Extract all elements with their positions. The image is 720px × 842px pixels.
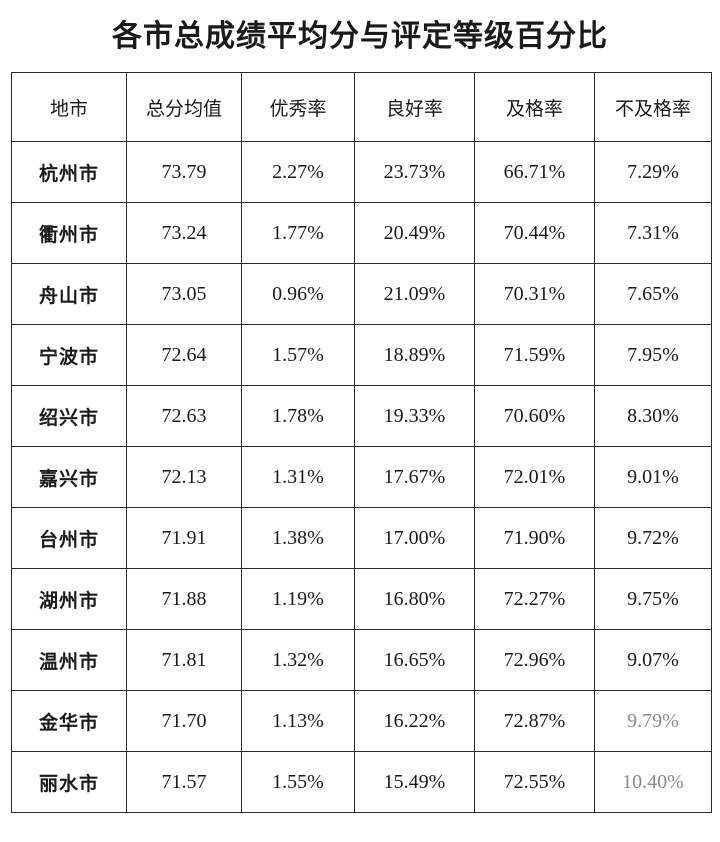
cell-city: 舟山市 [11,263,127,325]
cell-city: 衢州市 [11,202,127,264]
cell-excellent-rate: 0.96% [241,263,355,325]
cell-good-rate: 15.49% [354,751,475,813]
header-fail-rate: 不及格率 [594,72,712,142]
cell-average-score: 73.05 [126,263,242,325]
page-title: 各市总成绩平均分与评定等级百分比 [112,19,608,54]
cell-good-rate: 19.33% [354,385,475,447]
header-pass-rate: 及格率 [474,72,595,142]
cell-good-rate: 17.00% [354,507,475,569]
table-row: 金华市 71.70 1.13% 16.22% 72.87% 9.79% [11,690,712,752]
cell-average-score: 72.13 [126,446,242,508]
cell-city: 宁波市 [11,324,127,386]
table-body: 杭州市 73.79 2.27% 23.73% 66.71% 7.29% 衢州市 73.24 1.… [11,141,712,813]
cell-good-rate: 16.65% [354,629,475,691]
cell-pass-rate: 71.59% [474,324,595,386]
table-row: 温州市 71.81 1.32% 16.65% 72.96% 9.07% [11,629,712,691]
cell-pass-rate: 72.87% [474,690,595,752]
cell-fail-rate: 9.75% [594,568,712,630]
header-row: 地市 总分均值 优秀率 良好率 及格率 不及格率 [11,72,712,142]
cell-pass-rate: 70.31% [474,263,595,325]
cell-average-score: 71.70 [126,690,242,752]
table-row: 湖州市 71.88 1.19% 16.80% 72.27% 9.75% [11,568,712,630]
cell-city: 金华市 [11,690,127,752]
cell-good-rate: 18.89% [354,324,475,386]
cell-pass-rate: 70.60% [474,385,595,447]
cell-fail-rate: 7.65% [594,263,712,325]
cell-fail-rate: 9.01% [594,446,712,508]
cell-good-rate: 16.80% [354,568,475,630]
table-row: 衢州市 73.24 1.77% 20.49% 70.44% 7.31% [11,202,712,264]
cell-city: 嘉兴市 [11,446,127,508]
cell-city: 绍兴市 [11,385,127,447]
cell-city: 湖州市 [11,568,127,630]
cell-fail-rate: 7.29% [594,141,712,203]
table-row: 绍兴市 72.63 1.78% 19.33% 70.60% 8.30% [11,385,712,447]
cell-excellent-rate: 1.32% [241,629,355,691]
table-row: 宁波市 72.64 1.57% 18.89% 71.59% 7.95% [11,324,712,386]
cell-fail-rate: 7.95% [594,324,712,386]
cell-average-score: 71.81 [126,629,242,691]
cell-excellent-rate: 1.77% [241,202,355,264]
header-average-score: 总分均值 [126,72,242,142]
cell-pass-rate: 72.55% [474,751,595,813]
cell-city: 温州市 [11,629,127,691]
cell-average-score: 73.24 [126,202,242,264]
cell-average-score: 71.57 [126,751,242,813]
table-row: 嘉兴市 72.13 1.31% 17.67% 72.01% 9.01% [11,446,712,508]
cell-good-rate: 16.22% [354,690,475,752]
cell-excellent-rate: 1.13% [241,690,355,752]
cell-excellent-rate: 1.57% [241,324,355,386]
table-row: 杭州市 73.79 2.27% 23.73% 66.71% 7.29% [11,141,712,203]
cell-pass-rate: 72.96% [474,629,595,691]
cell-excellent-rate: 2.27% [241,141,355,203]
header-excellent-rate: 优秀率 [241,72,355,142]
cell-pass-rate: 72.01% [474,446,595,508]
cell-city: 丽水市 [11,751,127,813]
cell-excellent-rate: 1.31% [241,446,355,508]
cell-excellent-rate: 1.19% [241,568,355,630]
cell-average-score: 72.64 [126,324,242,386]
cell-pass-rate: 70.44% [474,202,595,264]
cell-good-rate: 23.73% [354,141,475,203]
table-row: 丽水市 71.57 1.55% 15.49% 72.55% 10.40% [11,751,712,813]
cell-good-rate: 17.67% [354,446,475,508]
grade-table: 地市 总分均值 优秀率 良好率 及格率 不及格率 杭州市 73.79 2.27% 23… [11,72,712,813]
cell-city: 杭州市 [11,141,127,203]
cell-excellent-rate: 1.38% [241,507,355,569]
cell-average-score: 73.79 [126,141,242,203]
cell-good-rate: 21.09% [354,263,475,325]
cell-excellent-rate: 1.78% [241,385,355,447]
cell-excellent-rate: 1.55% [241,751,355,813]
table-row: 台州市 71.91 1.38% 17.00% 71.90% 9.72% [11,507,712,569]
cell-average-score: 72.63 [126,385,242,447]
cell-fail-rate: 9.72% [594,507,712,569]
header-city: 地市 [11,72,127,142]
cell-good-rate: 20.49% [354,202,475,264]
cell-city: 台州市 [11,507,127,569]
cell-average-score: 71.91 [126,507,242,569]
cell-fail-rate: 10.40% [594,751,712,813]
cell-average-score: 71.88 [126,568,242,630]
header-good-rate: 良好率 [354,72,475,142]
cell-pass-rate: 66.71% [474,141,595,203]
table-row: 舟山市 73.05 0.96% 21.09% 70.31% 7.65% [11,263,712,325]
cell-fail-rate: 9.07% [594,629,712,691]
cell-pass-rate: 71.90% [474,507,595,569]
cell-fail-rate: 8.30% [594,385,712,447]
cell-fail-rate: 7.31% [594,202,712,264]
cell-pass-rate: 72.27% [474,568,595,630]
cell-fail-rate: 9.79% [594,690,712,752]
